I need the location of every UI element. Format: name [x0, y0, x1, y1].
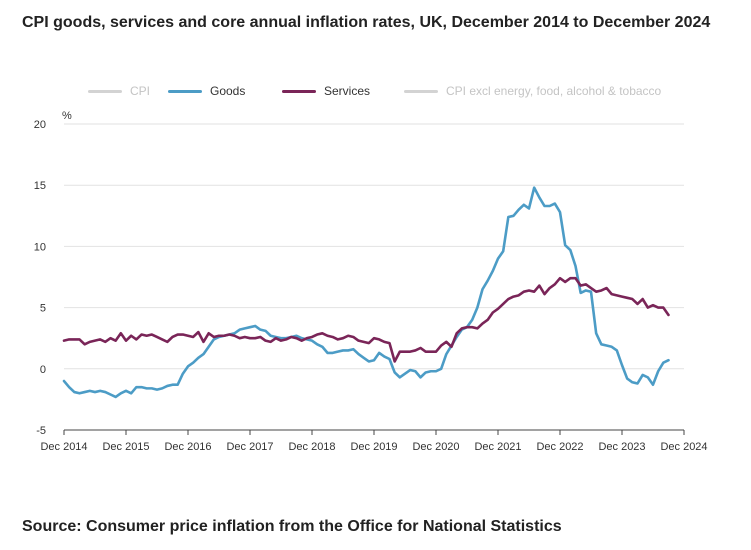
legend-swatch-goods — [168, 89, 202, 93]
y-tick-label: 5 — [40, 303, 46, 315]
series-line-services — [62, 276, 670, 363]
x-tick-label: Dec 2022 — [536, 441, 583, 453]
y-tick-label: 15 — [34, 180, 46, 192]
y-tick-label: 10 — [34, 241, 46, 253]
series-layer — [62, 186, 670, 399]
x-tick-label: Dec 2023 — [598, 441, 645, 453]
legend-swatch-core — [404, 89, 438, 93]
x-tick-label: Dec 2018 — [288, 441, 335, 453]
x-tick-label: Dec 2019 — [350, 441, 397, 453]
chart-title: CPI goods, services and core annual infl… — [22, 14, 711, 31]
legend-label-services: Services — [324, 84, 371, 98]
legend-label-core: CPI excl energy, food, alcohol & tobacco — [446, 84, 662, 98]
x-tick-label: Dec 2014 — [40, 441, 87, 453]
legend-item-cpi[interactable]: CPI — [88, 82, 150, 100]
legend-item-core[interactable]: CPI excl energy, food, alcohol & tobacco — [404, 82, 661, 100]
source-note: Source: Consumer price inflation from th… — [22, 518, 562, 535]
legend-item-goods[interactable]: Goods — [168, 82, 245, 100]
series-line-goods — [62, 186, 670, 399]
x-tick-label: Dec 2020 — [412, 441, 459, 453]
y-tick-label: -5 — [36, 425, 46, 437]
legend-label-goods: Goods — [210, 84, 246, 98]
x-tick-label: Dec 2024 — [660, 441, 707, 453]
chart-plot: -5 0 5 10 15 20% Dec 2014 Dec 2015 Dec 2016 Dec 2… — [34, 110, 708, 453]
legend: CPI Goods Services CPI excl energy, food… — [0, 82, 751, 100]
x-tick-label: Dec 2021 — [474, 441, 521, 453]
x-tick-label: Dec 2016 — [164, 441, 211, 453]
label-layer: -5 0 5 10 15 20% Dec 2014 Dec 2015 Dec 2016 Dec 2… — [34, 110, 708, 453]
y-tick-label: 0 — [40, 364, 46, 376]
legend-item-services[interactable]: Services — [282, 82, 370, 100]
legend-label-cpi: CPI — [130, 84, 151, 98]
y-tick-label: 20 — [34, 119, 46, 131]
grid-layer — [64, 123, 684, 431]
x-tick-label: Dec 2017 — [226, 441, 273, 453]
x-tick-label: Dec 2015 — [102, 441, 149, 453]
axis-layer — [63, 430, 685, 435]
legend-swatch-services — [282, 89, 316, 93]
legend-swatch-cpi — [88, 89, 122, 93]
y-unit-label: % — [62, 110, 72, 122]
